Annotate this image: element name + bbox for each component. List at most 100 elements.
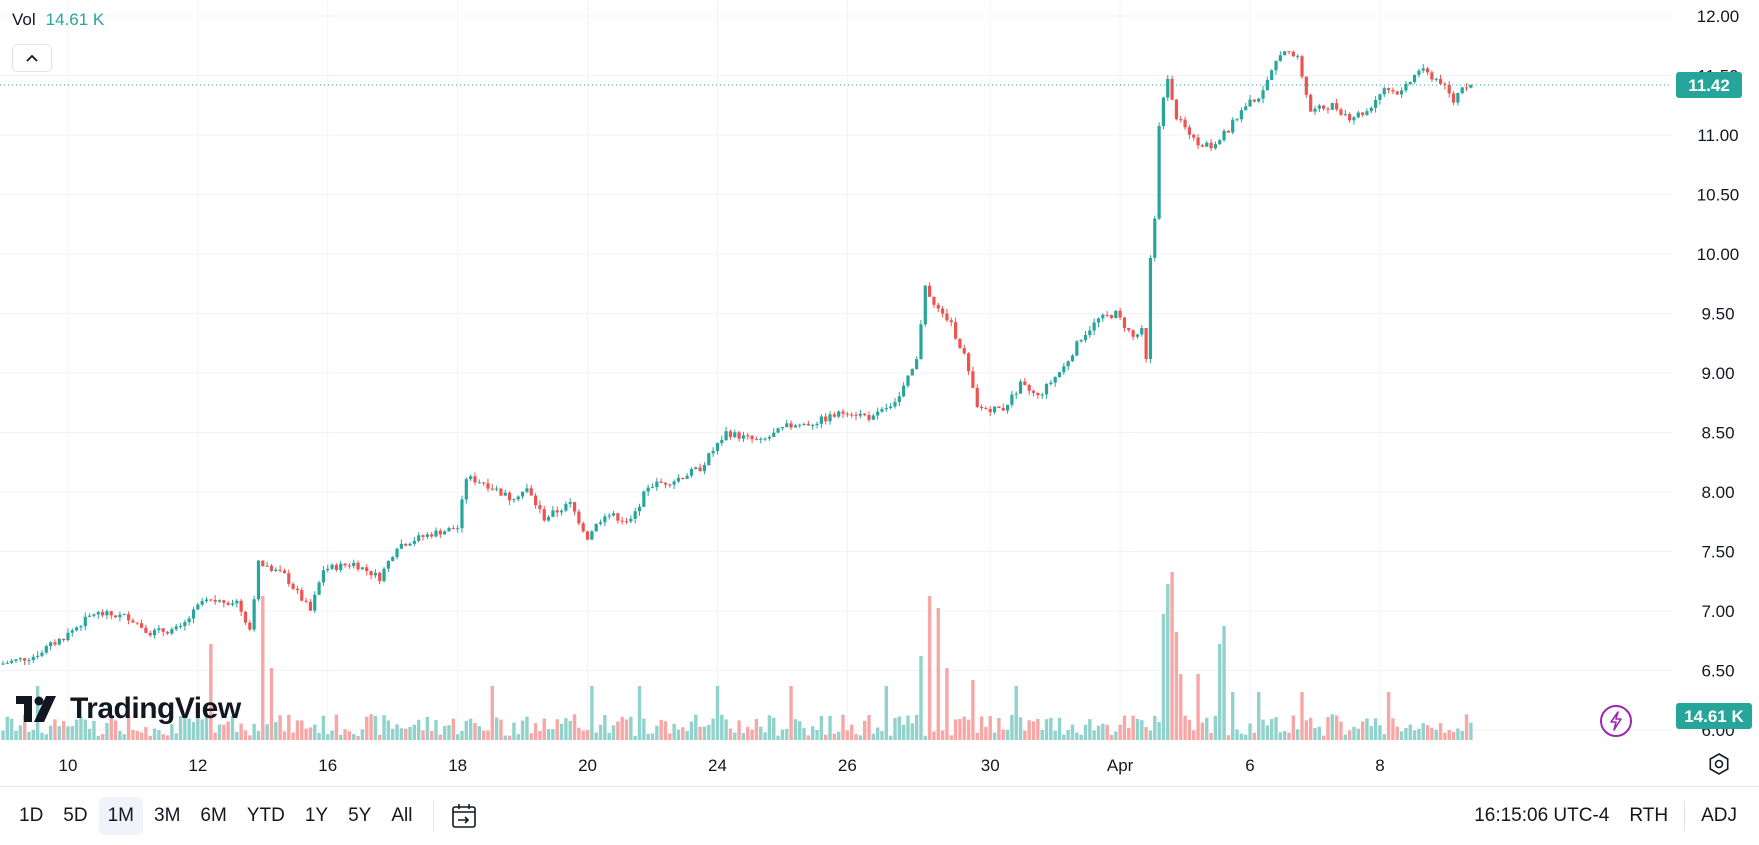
candle-body [1209, 142, 1213, 149]
toolbar-divider-right [1684, 801, 1686, 831]
volume-bar [66, 726, 70, 740]
candle-body [486, 483, 490, 489]
candle-body [1343, 114, 1347, 116]
candle-body [1036, 392, 1040, 396]
lightning-button[interactable] [1600, 705, 1632, 737]
volume-bar [923, 735, 927, 740]
volume-bar [538, 730, 542, 740]
gear-icon[interactable] [1707, 752, 1731, 776]
range-button-1d[interactable]: 1D [19, 804, 44, 826]
candle-body [343, 563, 347, 566]
volume-bar [96, 735, 100, 740]
session-toggle[interactable]: RTH [1629, 805, 1669, 826]
candle-body [798, 424, 802, 426]
candle-body [360, 567, 364, 570]
candle-body [1300, 56, 1304, 77]
volume-bar [122, 734, 126, 740]
range-button-all[interactable]: All [391, 804, 413, 826]
volume-bar [157, 730, 161, 740]
goto-date-button[interactable] [448, 800, 480, 832]
volume-bar [356, 735, 360, 740]
candle-body [533, 495, 538, 506]
volume-bar [910, 723, 914, 740]
candle-body [1404, 83, 1408, 91]
volume-bar [226, 721, 230, 740]
time-tick-label: 10 [58, 756, 77, 775]
candle-body [1270, 70, 1274, 80]
candle-body [451, 528, 455, 530]
candle-body [96, 612, 100, 615]
candle-body [404, 543, 408, 546]
candle-body [447, 528, 451, 532]
candle-body [1014, 393, 1018, 395]
candle-body [559, 510, 564, 513]
candle-body [222, 600, 226, 603]
candle-body [780, 427, 784, 429]
last-volume-badge [1676, 703, 1752, 729]
last-price-marker: 11.42 14.61 K [0, 72, 1752, 729]
range-button-6m[interactable]: 6M [200, 804, 227, 826]
range-button-5y[interactable]: 5Y [348, 804, 372, 826]
volume-bar [516, 733, 520, 740]
volume-bar [1140, 720, 1144, 740]
range-button-ytd[interactable]: YTD [246, 804, 285, 826]
candle-body [473, 476, 477, 483]
volume-bar [793, 719, 798, 740]
tradingview-mark-icon [16, 696, 56, 722]
volume-bar [187, 718, 191, 740]
volume-bar [408, 726, 412, 740]
candle-body [57, 638, 61, 645]
volume-bar [836, 731, 841, 740]
volume-bar [880, 731, 884, 740]
volume-bar [1183, 715, 1187, 740]
volume-bar [616, 721, 620, 740]
collapse-button[interactable] [12, 44, 52, 72]
time-axis: 10 12 16 18 20 24 26 30 Apr 6 8 [58, 756, 1384, 775]
candle-body [53, 642, 57, 645]
candle-body [36, 655, 40, 657]
candle-body [728, 431, 733, 438]
candle-body [165, 631, 170, 634]
candle-body [1387, 88, 1391, 90]
candle-body [893, 402, 897, 407]
candle-body [88, 615, 92, 617]
candle-body [464, 479, 468, 500]
range-button-3m[interactable]: 3M [154, 804, 181, 826]
candle-body [871, 415, 875, 420]
volume-bar [1218, 644, 1222, 740]
price-chart[interactable]: 12.0011.5011.0010.5010.009.509.008.508.0… [0, 0, 1759, 786]
candle-body [70, 630, 74, 633]
candle-body [291, 583, 295, 589]
clock-timezone[interactable]: 16:15:06 UTC-4 [1474, 805, 1610, 826]
volume-bar [1040, 730, 1044, 740]
candle-body [1434, 78, 1438, 80]
candle-body [1231, 119, 1235, 133]
candle-body [858, 413, 862, 416]
volume-bar [486, 730, 490, 740]
volume-bar [849, 724, 854, 740]
candle-body [109, 611, 113, 616]
volume-bar [1018, 717, 1023, 740]
candle-body [984, 408, 988, 410]
volume-bar [118, 730, 122, 740]
adjust-toggle[interactable]: ADJ [1701, 805, 1737, 826]
volume-bar [1092, 730, 1096, 740]
candle-body [334, 564, 339, 571]
tradingview-logo[interactable]: TradingView [16, 692, 241, 726]
range-button-1y[interactable]: 1Y [304, 804, 329, 826]
range-button-5d[interactable]: 5D [63, 804, 88, 826]
volume-bar [330, 730, 334, 740]
candle-body [811, 425, 815, 427]
candle-body [750, 435, 754, 440]
volume-bar [1170, 572, 1174, 740]
volume-bar [460, 730, 464, 740]
volume-bar [1257, 692, 1261, 740]
candle-body [105, 611, 109, 616]
candle-body [499, 488, 503, 496]
candle-body [183, 622, 187, 627]
volume-bar [477, 726, 481, 740]
candle-body [572, 502, 577, 512]
candle-body [832, 414, 836, 417]
range-button-1m[interactable]: 1M [98, 796, 143, 835]
volume-bar [1014, 686, 1018, 740]
